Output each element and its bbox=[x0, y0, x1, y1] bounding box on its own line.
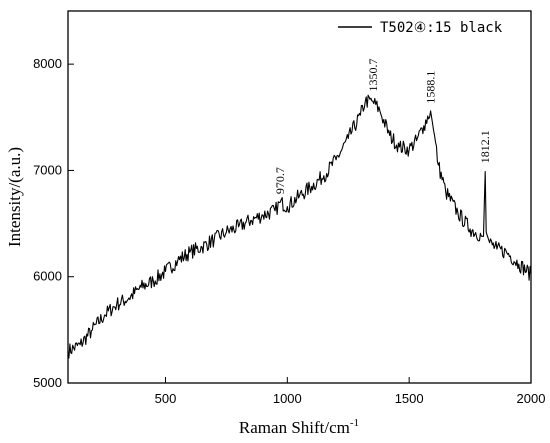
peak-label: 1588.1 bbox=[424, 71, 438, 104]
y-tick-label: 7000 bbox=[33, 162, 62, 177]
x-axis-title: Raman Shift/cm-1 bbox=[239, 417, 359, 437]
x-tick-label: 500 bbox=[155, 391, 177, 406]
x-tick-label: 1500 bbox=[395, 391, 424, 406]
annotation-layer: 970.7 1350.7 1588.1 1812.1 bbox=[273, 59, 492, 195]
peak-label: 1812.1 bbox=[478, 130, 492, 163]
legend: T502④:15 black bbox=[338, 20, 503, 36]
series-line bbox=[67, 94, 532, 359]
x-axis-title-main: Raman Shift/cm bbox=[239, 418, 350, 437]
x-tick-label: 1000 bbox=[273, 391, 302, 406]
y-tick-label: 8000 bbox=[33, 56, 62, 71]
peak-label: 970.7 bbox=[273, 167, 287, 194]
axes: 500 1000 1500 2000 5000 6000 7000 8000 bbox=[33, 56, 545, 406]
y-tick-label: 5000 bbox=[33, 375, 62, 390]
plot-frame bbox=[67, 10, 532, 384]
peak-label: 1350.7 bbox=[366, 59, 380, 92]
series-layer bbox=[67, 94, 532, 359]
y-tick-label: 6000 bbox=[33, 269, 62, 284]
legend-label: T502④:15 black bbox=[380, 20, 503, 36]
x-tick-label: 2000 bbox=[517, 391, 546, 406]
y-axis-title: Intensity/(a.u.) bbox=[5, 147, 24, 247]
x-axis-title-sup: -1 bbox=[350, 417, 359, 429]
